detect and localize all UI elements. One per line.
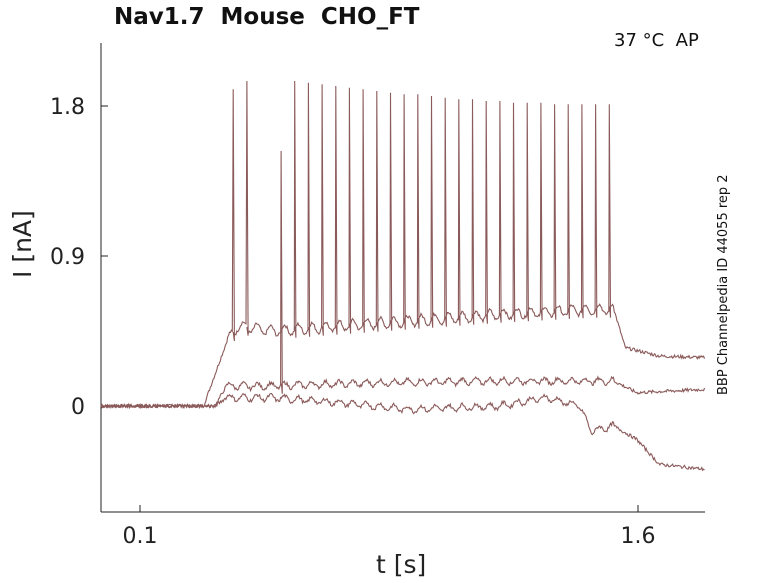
x-tick-label: 1.6 xyxy=(621,524,656,549)
current-trace xyxy=(100,150,706,410)
current-trace xyxy=(100,80,706,409)
y-tick-label: 1.8 xyxy=(50,95,85,120)
temperature-protocol-annotation: 37 °C AP xyxy=(614,30,699,51)
current-trace xyxy=(100,392,705,472)
axes xyxy=(100,43,705,513)
y-tick-label: 0 xyxy=(71,395,85,420)
chart-title: Nav1.7 Mouse CHO_FT xyxy=(114,4,420,30)
traces xyxy=(100,80,706,472)
x-tick-label: 0.1 xyxy=(123,524,158,549)
y-tick-label: 0.9 xyxy=(50,245,85,270)
ticks: 0 0.9 1.8 0.1 1.6 xyxy=(50,95,656,549)
x-axis-label: t [s] xyxy=(376,550,427,579)
